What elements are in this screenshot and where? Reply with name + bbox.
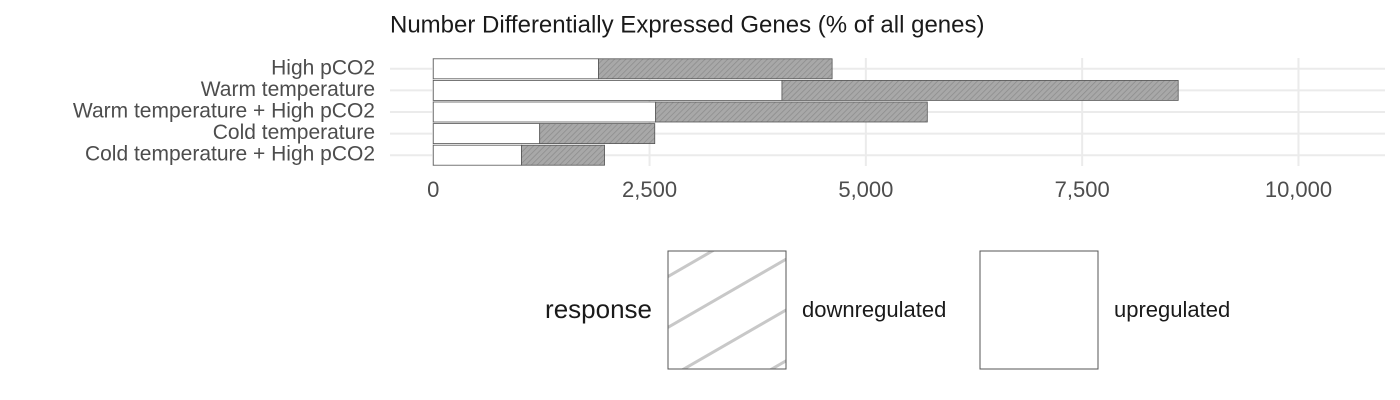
bar (432, 123, 541, 144)
bar (781, 80, 1179, 101)
x-tick-label: 7,500 (1055, 177, 1110, 202)
y-tick-label: High pCO2 (271, 56, 375, 79)
x-tick-label: 10,000 (1265, 177, 1332, 202)
bar (432, 58, 599, 80)
legend-label: upregulated (1114, 297, 1230, 322)
bar (598, 58, 833, 80)
bar (539, 123, 656, 144)
legend-label: downregulated (802, 297, 946, 322)
y-tick-label: Warm temperature + High pCO2 (73, 100, 375, 123)
bar (432, 80, 783, 101)
x-tick-label: 5,000 (838, 177, 893, 202)
x-tick-label: 0 (427, 177, 439, 202)
y-tick-label: Warm temperature (201, 78, 375, 101)
bar (432, 144, 522, 166)
chart-title: Number Differentially Expressed Genes (%… (390, 11, 985, 38)
legend-key (667, 250, 787, 370)
x-tick-label: 2,500 (622, 177, 677, 202)
bar (432, 101, 657, 123)
y-tick-label: Cold temperature + High pCO2 (85, 143, 375, 166)
bar (521, 144, 605, 166)
legend-title: response (545, 294, 652, 324)
bar (655, 101, 928, 123)
y-tick-label: Cold temperature (213, 121, 375, 144)
legend-key (979, 250, 1099, 370)
